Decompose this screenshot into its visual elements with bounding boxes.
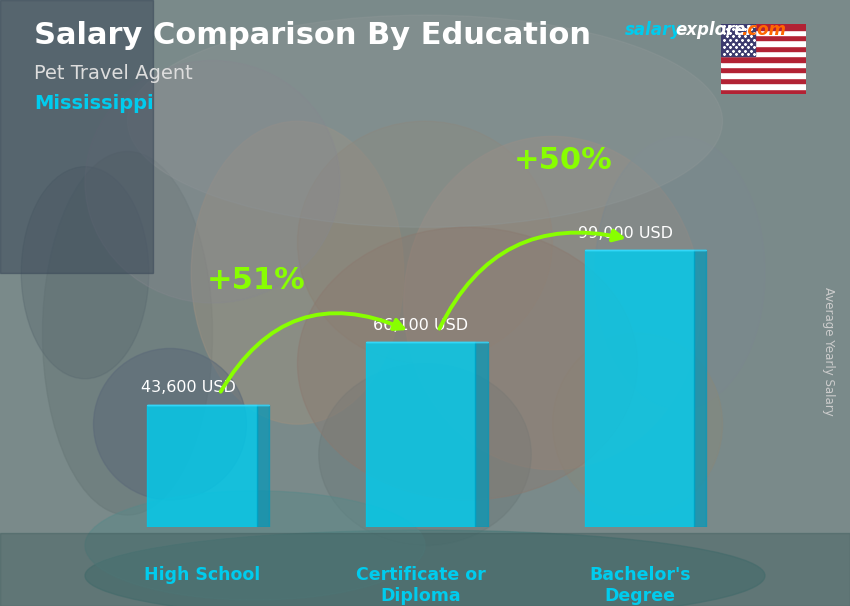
Bar — [721, 30, 806, 35]
Text: Pet Travel Agent: Pet Travel Agent — [34, 64, 193, 82]
Text: Average Yearly Salary: Average Yearly Salary — [822, 287, 836, 416]
Bar — [721, 56, 806, 62]
Polygon shape — [257, 405, 269, 527]
Text: High School: High School — [144, 567, 260, 584]
Bar — [585, 250, 694, 527]
Ellipse shape — [94, 348, 246, 500]
Bar — [721, 78, 806, 83]
Ellipse shape — [298, 121, 552, 364]
Ellipse shape — [298, 227, 638, 500]
Bar — [721, 45, 806, 51]
Ellipse shape — [595, 136, 765, 409]
Bar — [721, 41, 806, 45]
Bar — [147, 405, 257, 527]
Bar — [721, 51, 806, 56]
Bar — [721, 62, 806, 67]
Ellipse shape — [85, 61, 340, 303]
Text: .com: .com — [741, 21, 786, 39]
Text: +51%: +51% — [207, 266, 306, 295]
Text: Salary Comparison By Education: Salary Comparison By Education — [34, 21, 591, 50]
Polygon shape — [694, 250, 706, 527]
Ellipse shape — [21, 167, 149, 379]
Bar — [0, 0, 153, 273]
Bar — [721, 73, 806, 78]
Text: 43,600 USD: 43,600 USD — [140, 381, 235, 396]
Bar — [366, 342, 475, 527]
Ellipse shape — [404, 136, 701, 470]
Ellipse shape — [85, 491, 425, 600]
Bar — [721, 88, 806, 94]
Ellipse shape — [128, 15, 722, 227]
Text: Mississippi: Mississippi — [34, 94, 154, 113]
Ellipse shape — [319, 364, 531, 545]
Bar — [721, 24, 806, 30]
Ellipse shape — [191, 121, 404, 424]
Bar — [721, 67, 806, 73]
Text: Certificate or
Diploma: Certificate or Diploma — [356, 567, 485, 605]
Ellipse shape — [42, 152, 212, 515]
Bar — [721, 35, 806, 41]
Text: Bachelor's
Degree: Bachelor's Degree — [589, 567, 690, 605]
Text: +50%: +50% — [513, 146, 613, 175]
Text: 99,000 USD: 99,000 USD — [578, 225, 673, 241]
Bar — [721, 83, 806, 88]
Ellipse shape — [552, 333, 722, 515]
Text: 66,100 USD: 66,100 USD — [372, 318, 468, 333]
Ellipse shape — [85, 530, 765, 606]
Bar — [721, 24, 755, 56]
Polygon shape — [475, 342, 488, 527]
Bar — [0, 533, 850, 606]
Text: salary: salary — [625, 21, 682, 39]
Text: explorer: explorer — [676, 21, 755, 39]
